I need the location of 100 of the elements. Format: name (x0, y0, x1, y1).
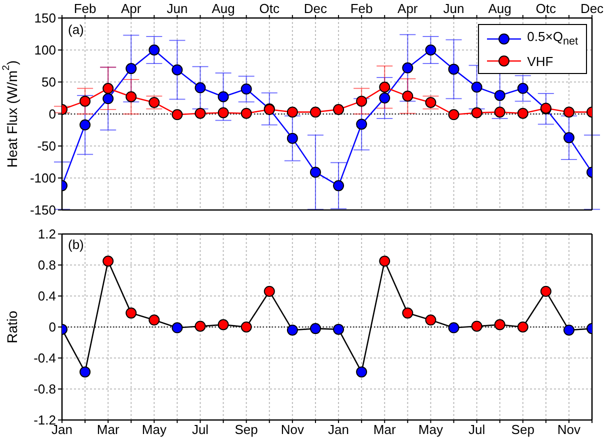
point (425, 96, 436, 108)
point (194, 108, 206, 119)
annotation: (a) (68, 22, 84, 37)
point (517, 82, 528, 94)
point (172, 109, 183, 120)
point (240, 108, 252, 119)
point (264, 286, 275, 297)
point (471, 320, 482, 332)
point (448, 64, 460, 75)
x-tick-label: Jul (468, 422, 486, 438)
y-tick-label: 150 (34, 10, 56, 26)
x-tick-label: Aug (488, 1, 512, 16)
point (333, 324, 344, 335)
legend-label: VHF (527, 52, 554, 71)
point (333, 104, 344, 116)
y-tick-label: -100 (30, 170, 56, 186)
point (80, 366, 91, 378)
point (240, 322, 252, 332)
point (126, 308, 137, 319)
point (310, 323, 321, 334)
x-tick-label: Aug (212, 1, 235, 16)
point (80, 96, 91, 107)
x-tick-label: May (418, 422, 444, 438)
x-tick-label: Dec (580, 1, 604, 16)
point (356, 366, 368, 378)
point (563, 132, 574, 144)
x-tick-label: Nov (280, 422, 304, 438)
point (218, 91, 229, 102)
point (148, 44, 160, 56)
x-tick-label: Dec (304, 1, 328, 16)
x-tick-label: Otc (536, 1, 557, 16)
point (333, 180, 344, 192)
point (310, 166, 321, 178)
point (148, 314, 160, 326)
point (194, 320, 206, 332)
point (286, 132, 298, 144)
x-tick-label: May (142, 422, 167, 438)
point (356, 118, 368, 130)
y-tick-label: -0.8 (34, 382, 56, 397)
point (102, 82, 114, 94)
y-tick-label: -0.4 (34, 350, 56, 366)
point (494, 319, 506, 330)
x-tick-label: Apr (121, 1, 142, 16)
x-tick-label: Jun (166, 1, 188, 16)
point (80, 119, 91, 130)
point (471, 107, 482, 118)
y-axis-title: Ratio (4, 310, 20, 344)
y-tick-label: 0 (48, 106, 56, 122)
point (425, 314, 436, 326)
point (494, 90, 506, 101)
x-tick-label: Feb (350, 1, 373, 16)
y-tick-label: -50 (37, 138, 56, 154)
y-tick-label: 0.8 (38, 258, 56, 273)
x-tick-label: Jan (328, 422, 350, 438)
point (356, 96, 368, 107)
x-tick-label: Sep (511, 422, 534, 438)
point (540, 286, 552, 297)
point (102, 93, 114, 104)
annotation: (b) (68, 237, 84, 252)
point (425, 44, 436, 56)
point (517, 108, 528, 119)
point (471, 82, 482, 93)
x-tick-label: Nov (557, 422, 582, 438)
point (379, 256, 390, 267)
point (218, 107, 229, 118)
x-tick-label: Jul (192, 422, 209, 438)
point (102, 256, 114, 267)
point (194, 82, 206, 94)
point (240, 84, 252, 95)
x-tick-label: Sep (234, 422, 258, 438)
point (402, 308, 414, 319)
x-tick-label: Otc (259, 1, 280, 16)
point (126, 63, 137, 74)
point (286, 324, 298, 336)
x-tick-label: Mar (373, 422, 396, 438)
x-tick-label: Feb (74, 1, 96, 16)
point (379, 92, 390, 104)
point (172, 64, 183, 76)
y-tick-label: 100 (34, 42, 56, 58)
point (379, 82, 390, 93)
y-tick-label: 0 (48, 320, 56, 335)
x-tick-label: Apr (398, 1, 418, 16)
point (402, 62, 414, 74)
legend-label: 0.5×Q$_{net}$ (527, 28, 578, 50)
x-tick-label: Mar (96, 422, 120, 438)
point (517, 322, 528, 332)
point (218, 319, 229, 330)
y-tick-label: 50 (42, 74, 56, 90)
y-tick-label: 0.4 (38, 288, 56, 304)
point (448, 109, 460, 120)
point (448, 322, 460, 334)
point (494, 106, 506, 118)
point (563, 324, 574, 336)
x-tick-label: Jun (443, 1, 464, 16)
point (126, 91, 137, 102)
y-tick-label: 1.2 (38, 226, 56, 242)
point (310, 106, 321, 118)
point (148, 96, 160, 108)
y-tick-label: -150 (30, 202, 56, 218)
point (563, 106, 574, 118)
